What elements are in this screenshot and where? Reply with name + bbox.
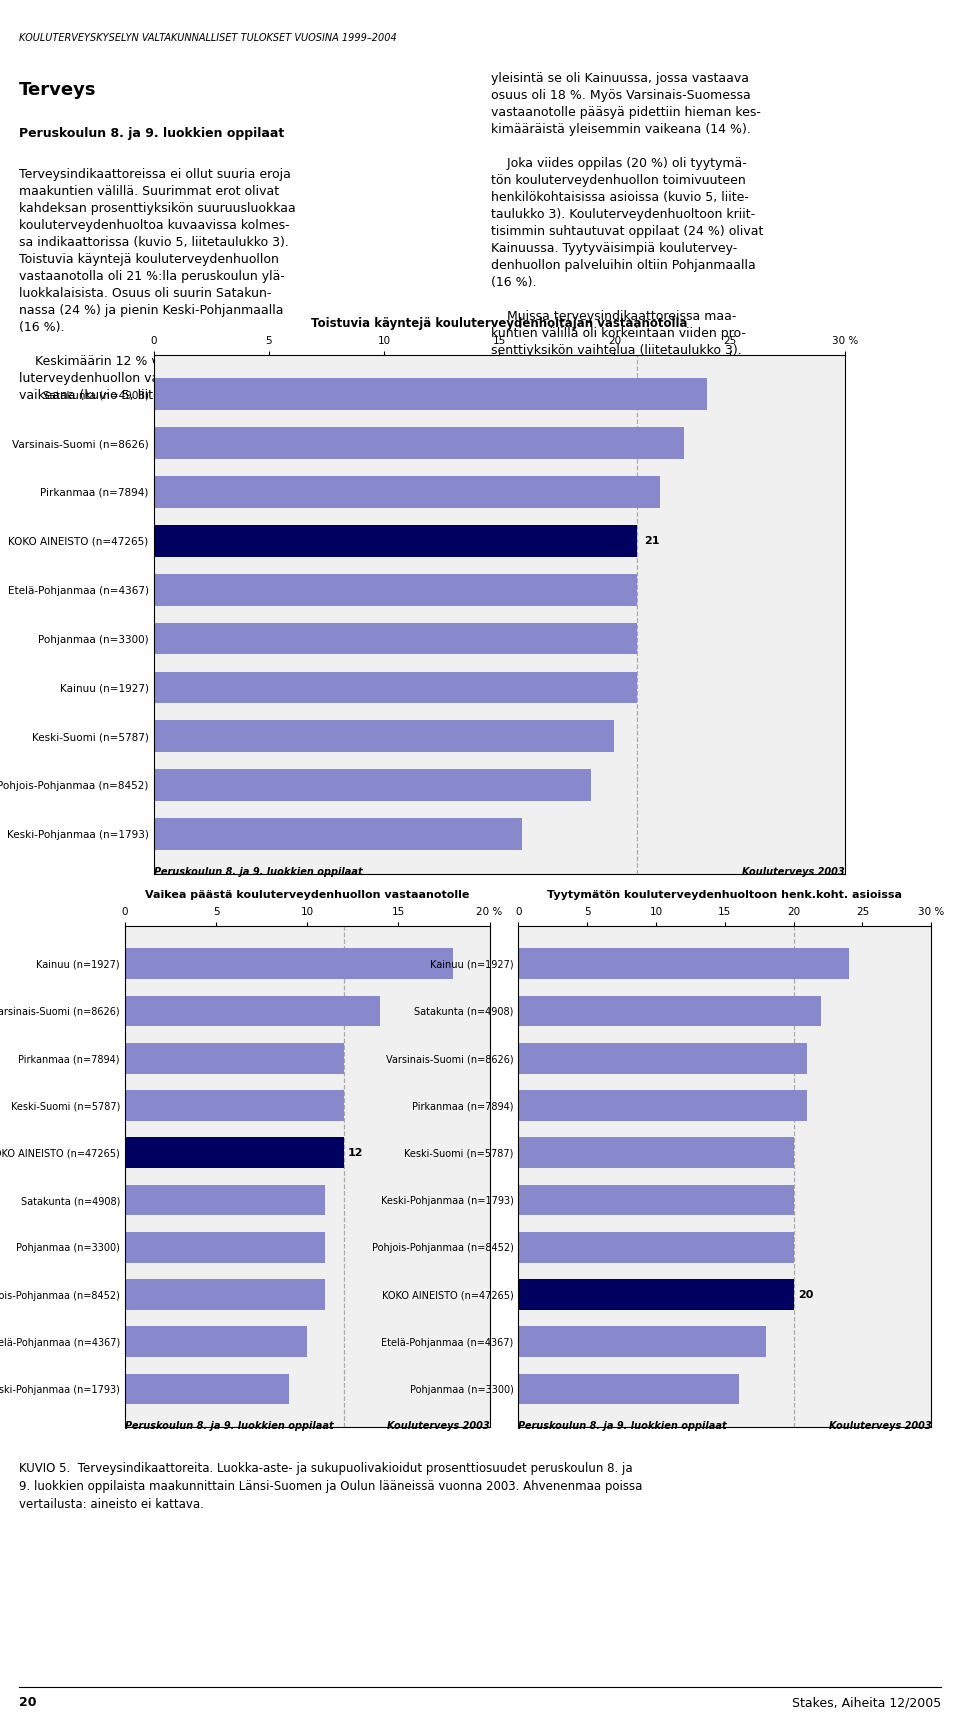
Bar <box>125 1374 289 1405</box>
Text: Terveys: Terveys <box>19 81 97 99</box>
Bar <box>154 720 614 753</box>
Bar <box>518 1232 794 1263</box>
Text: Kouluterveys 2003: Kouluterveys 2003 <box>828 1420 931 1431</box>
Text: Kouluterveys 2003: Kouluterveys 2003 <box>742 867 845 877</box>
Bar <box>125 1327 307 1356</box>
Text: Peruskoulun 8. ja 9. luokkien oppilaat: Peruskoulun 8. ja 9. luokkien oppilaat <box>19 126 284 140</box>
Bar <box>518 1278 794 1310</box>
Title: Tyytymätön kouluterveydenhuoltoon henk.koht. asioissa: Tyytymätön kouluterveydenhuoltoon henk.k… <box>547 891 902 900</box>
Text: Stakes, Aiheita 12/2005: Stakes, Aiheita 12/2005 <box>792 1695 941 1709</box>
Bar <box>154 476 660 509</box>
Bar <box>518 1137 794 1168</box>
Title: Toistuvia käyntejä kouluterveydenhoitajan vastaanotolla: Toistuvia käyntejä kouluterveydenhoitaja… <box>311 317 687 330</box>
Bar <box>518 1327 766 1356</box>
Bar <box>125 1232 325 1263</box>
Bar <box>518 1185 794 1216</box>
Text: Terveysindikaattoreissa ei ollut suuria eroja
maakuntien välillä. Suurimmat erot: Terveysindikaattoreissa ei ollut suuria … <box>19 168 296 401</box>
Bar <box>125 1185 325 1216</box>
Bar <box>154 818 522 849</box>
Text: 21: 21 <box>644 536 660 545</box>
Bar <box>125 1043 344 1074</box>
Bar <box>518 1043 807 1074</box>
Text: yleisintä se oli Kainuussa, jossa vastaava
osuus oli 18 %. Myös Varsinais-Suomes: yleisintä se oli Kainuussa, jossa vastaa… <box>492 71 763 356</box>
Bar <box>154 427 684 458</box>
Bar <box>518 948 849 979</box>
Bar <box>154 379 707 410</box>
Bar <box>518 996 821 1026</box>
Text: Peruskoulun 8. ja 9. luokkien oppilaat: Peruskoulun 8. ja 9. luokkien oppilaat <box>154 867 362 877</box>
Bar <box>125 948 453 979</box>
Bar <box>154 623 637 654</box>
Text: KUVIO 5.  Terveysindikaattoreita. Luokka-aste- ja sukupuolivakioidut prosenttios: KUVIO 5. Terveysindikaattoreita. Luokka-… <box>19 1462 642 1510</box>
Text: KOULUTERVEYSKYSELYN VALTAKUNNALLISET TULOKSET VUOSINA 1999–2004: KOULUTERVEYSKYSELYN VALTAKUNNALLISET TUL… <box>19 33 396 43</box>
Bar <box>518 1374 738 1405</box>
Bar <box>154 524 637 557</box>
Bar <box>154 574 637 606</box>
Bar <box>125 996 380 1026</box>
Bar <box>125 1278 325 1310</box>
Bar <box>125 1137 344 1168</box>
Bar <box>154 770 591 801</box>
Bar <box>154 671 637 704</box>
Title: Vaikea päästä kouluterveydenhuollon vastaanotolle: Vaikea päästä kouluterveydenhuollon vast… <box>145 891 469 900</box>
Text: Kouluterveys 2003: Kouluterveys 2003 <box>387 1420 490 1431</box>
Text: Peruskoulun 8. ja 9. luokkien oppilaat: Peruskoulun 8. ja 9. luokkien oppilaat <box>125 1420 333 1431</box>
Bar <box>518 1090 807 1121</box>
Bar <box>125 1090 344 1121</box>
Text: 12: 12 <box>348 1147 363 1157</box>
Text: 20: 20 <box>19 1695 36 1709</box>
Text: Peruskoulun 8. ja 9. luokkien oppilaat: Peruskoulun 8. ja 9. luokkien oppilaat <box>518 1420 727 1431</box>
Text: 20: 20 <box>798 1289 813 1299</box>
